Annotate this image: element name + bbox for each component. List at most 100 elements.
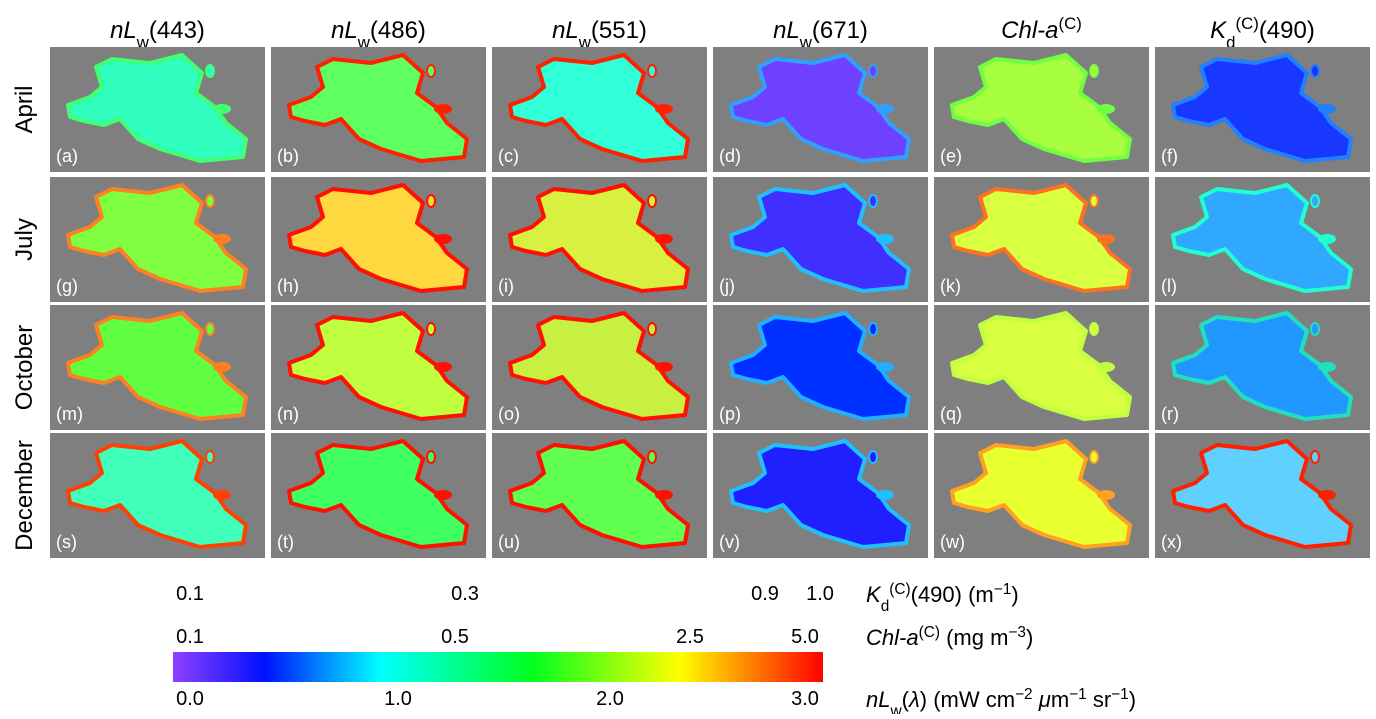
lake <box>287 183 469 293</box>
colorbar-tick: 0.1 <box>176 583 204 605</box>
lake <box>508 439 690 549</box>
island <box>1089 450 1099 464</box>
column-header: nLw(551) <box>552 17 647 52</box>
text-part: w <box>357 33 371 52</box>
text-part: −3 <box>1008 624 1026 641</box>
island <box>647 322 657 336</box>
column-header: Chl-a(C) <box>1001 14 1082 45</box>
panel-label: (h) <box>277 276 299 296</box>
lake <box>1171 53 1353 163</box>
lake <box>508 311 690 421</box>
island <box>213 362 231 372</box>
text-part: K <box>866 582 882 607</box>
text-part: −2 <box>1015 686 1033 703</box>
column-header: nLw(486) <box>331 17 426 52</box>
text-part: nL <box>866 687 890 712</box>
island <box>1089 322 1099 336</box>
row-label: December <box>11 440 38 551</box>
panel-label: (r) <box>1161 404 1179 424</box>
panel-label: (v) <box>719 532 740 552</box>
island <box>647 64 657 78</box>
island <box>205 450 215 464</box>
island <box>426 64 436 78</box>
column-header: nLw(443) <box>110 17 205 52</box>
colorbar-tick: 1.0 <box>806 583 834 605</box>
island <box>205 194 215 208</box>
text-part: nL <box>110 17 137 44</box>
column-header: Kd(C)(490) <box>1210 14 1315 52</box>
text-part: (490) <box>1259 17 1315 44</box>
text-part: (mg m <box>940 625 1008 650</box>
island <box>647 450 657 464</box>
colorbar-tick: 3.0 <box>791 688 819 710</box>
island <box>213 490 231 500</box>
panel-label: (x) <box>1161 532 1182 552</box>
panel-label: (p) <box>719 404 741 424</box>
island <box>434 362 452 372</box>
island <box>1318 104 1336 114</box>
text-part: (C) <box>889 581 910 598</box>
panel-label: (u) <box>498 532 520 552</box>
text-part: K <box>1210 17 1227 44</box>
island <box>1089 194 1099 208</box>
colorbar-tick: 1.0 <box>384 688 412 710</box>
text-part: (671) <box>812 17 868 44</box>
text-part: (C) <box>1059 14 1082 33</box>
panel-label: (c) <box>498 146 519 166</box>
island <box>1097 104 1115 114</box>
island <box>1318 362 1336 372</box>
colorbar-tick: 5.0 <box>791 626 819 648</box>
colorbar-tick: 0.0 <box>176 688 204 710</box>
colorbar-unit: Chl-a(C) (mg m−3) <box>866 624 1033 651</box>
panel-label: (q) <box>940 404 962 424</box>
text-part: w <box>578 33 592 52</box>
lake <box>1171 439 1353 549</box>
island <box>655 234 673 244</box>
panel-label: (i) <box>498 276 514 296</box>
island <box>213 234 231 244</box>
lake <box>66 311 248 421</box>
island <box>655 490 673 500</box>
lake <box>729 183 911 293</box>
panel-label: (g) <box>56 276 78 296</box>
lake <box>66 53 248 163</box>
lake <box>950 311 1132 421</box>
island <box>876 362 894 372</box>
column-header: nLw(671) <box>773 17 868 52</box>
row-label: October <box>11 325 38 410</box>
panel-label: (t) <box>277 532 294 552</box>
text-part: Chl-a <box>866 625 919 650</box>
island <box>876 234 894 244</box>
text-part: ) <box>1129 687 1136 712</box>
colorbar-tick: 2.0 <box>596 688 624 710</box>
panel-label: (e) <box>940 146 962 166</box>
text-part: w <box>136 33 150 52</box>
text-part: nL <box>552 17 579 44</box>
text-part: ) <box>1026 625 1033 650</box>
text-part: d <box>881 598 890 615</box>
island <box>1089 64 1099 78</box>
island <box>868 194 878 208</box>
text-part: (C) <box>1236 14 1259 33</box>
text-part: −1 <box>994 581 1012 598</box>
lake <box>1171 183 1353 293</box>
text-part: Chl-a <box>1001 17 1058 44</box>
text-part: d <box>1226 33 1235 52</box>
island <box>434 104 452 114</box>
text-part: (443) <box>149 17 205 44</box>
panel-label: (d) <box>719 146 741 166</box>
island <box>434 234 452 244</box>
island <box>213 104 231 114</box>
island <box>1097 490 1115 500</box>
island <box>426 322 436 336</box>
panel-label: (n) <box>277 404 299 424</box>
panel-label: (l) <box>1161 276 1177 296</box>
text-part: m <box>1051 687 1069 712</box>
row-label: April <box>11 85 38 133</box>
colorbar-unit: nLw(λ) (mW cm−2 μm−1 sr−1) <box>866 686 1136 715</box>
island <box>205 322 215 336</box>
island <box>868 64 878 78</box>
colorbar-tick: 0.5 <box>441 626 469 648</box>
lake <box>66 183 248 293</box>
colorbar-unit: Kd(C)(490) (m−1) <box>866 581 1019 615</box>
